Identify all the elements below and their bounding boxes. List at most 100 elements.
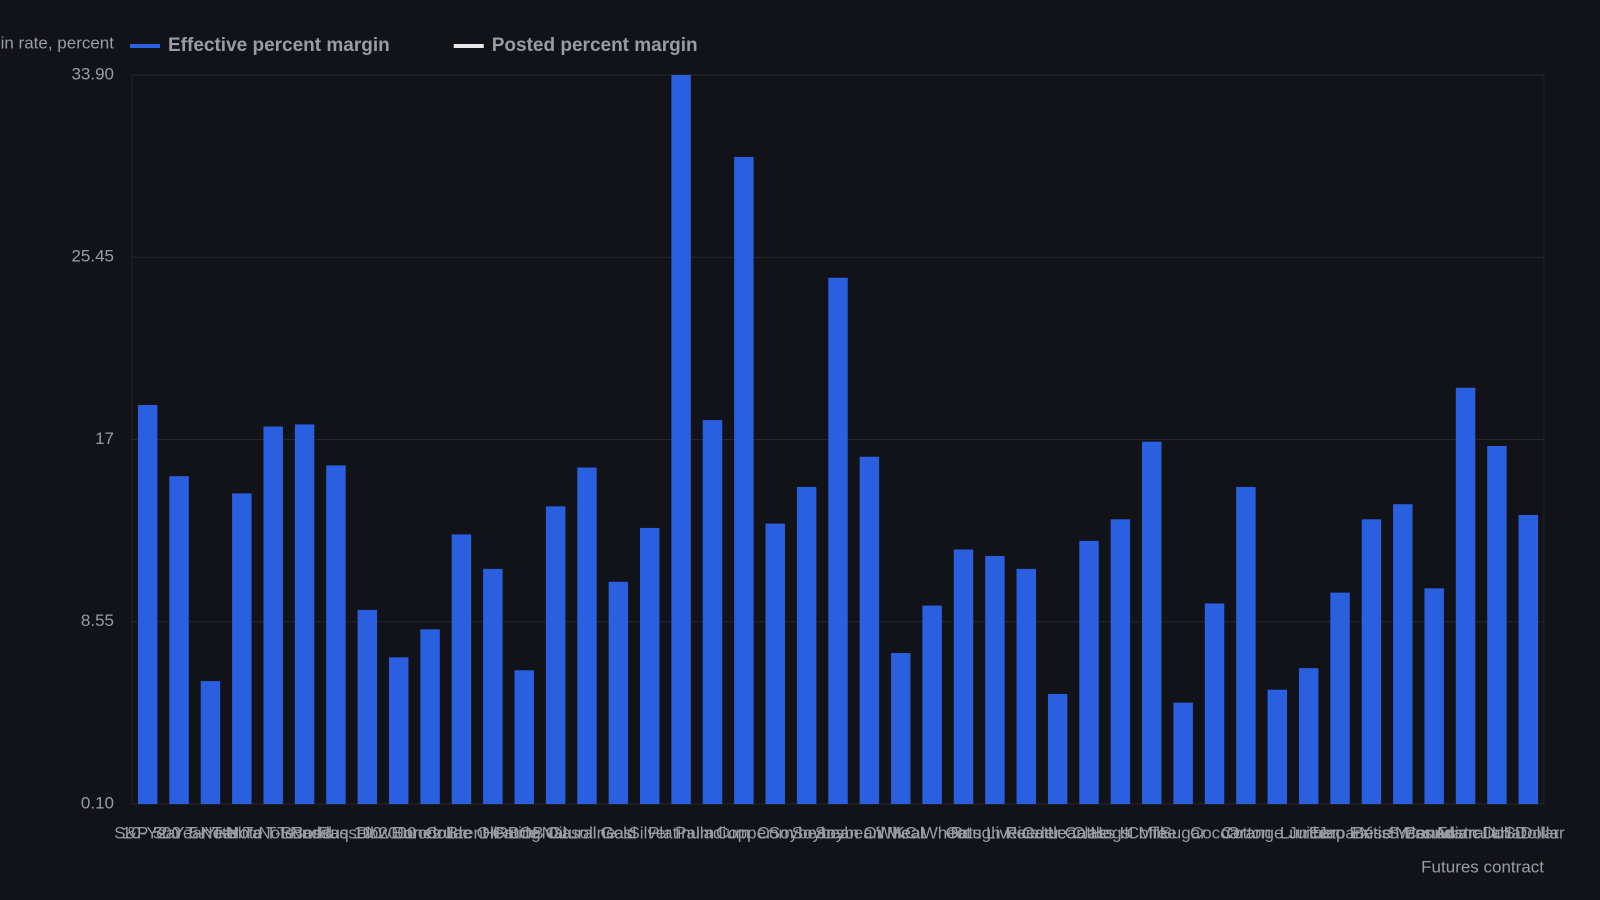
x-tick-label: Corn	[757, 823, 794, 842]
x-tick-label: Soybean Meal	[815, 823, 924, 842]
bar	[1016, 568, 1036, 804]
x-tick-label: Live Cattle	[986, 823, 1066, 842]
bar	[483, 568, 503, 804]
x-tick-label: US Dollar	[1492, 823, 1565, 842]
x-tick-label: RBOB Gasoline	[496, 823, 616, 842]
x-tick-label: Lean Hogs	[1048, 823, 1130, 842]
x-tick-label: Euro FX	[1309, 823, 1371, 842]
bar	[1173, 702, 1193, 804]
x-tick-label: Lumber	[1280, 823, 1338, 842]
x-tick-label: Oats	[946, 823, 982, 842]
bar	[985, 555, 1005, 804]
legend-label: Posted percent margin	[492, 35, 698, 56]
bar	[953, 549, 974, 804]
x-tick-label: Copper	[716, 823, 772, 842]
bar	[1267, 689, 1288, 804]
bar	[577, 467, 597, 804]
bar	[1424, 588, 1444, 804]
bar	[326, 465, 346, 804]
y-tick-label: 8.55	[81, 611, 114, 630]
bar	[294, 424, 315, 804]
x-tick-label: KC Wheat	[893, 823, 971, 842]
bar	[1487, 445, 1507, 804]
bar	[232, 493, 252, 804]
bar	[702, 420, 723, 804]
bar	[200, 681, 221, 804]
x-tick-label: Dow Jones	[357, 823, 441, 842]
y-tick-label: 17	[95, 429, 114, 448]
x-tick-label: Nasdaq 100	[290, 823, 382, 842]
bar	[922, 605, 942, 804]
bar	[640, 527, 660, 804]
x-tick-label: Feeder Cattle	[1006, 823, 1109, 842]
bar	[765, 523, 785, 804]
bar	[514, 670, 534, 804]
x-tick-label: Gold	[600, 823, 636, 842]
x-tick-label: 5-Year T-Note	[189, 823, 294, 842]
bar	[357, 609, 378, 804]
x-tick-label: Rough Rice	[950, 823, 1039, 842]
bar	[137, 404, 158, 804]
x-tick-label: British Pound	[1352, 823, 1453, 842]
x-tick-label: Sugar	[1160, 823, 1206, 842]
bar	[1393, 504, 1413, 804]
bar	[796, 486, 817, 804]
x-tick-label: Class III Milk	[1072, 823, 1169, 842]
x-tick-label: Wheat	[876, 823, 925, 842]
x-tick-label: Swiss Franc	[1388, 823, 1481, 842]
bar	[1047, 694, 1068, 804]
bar	[891, 653, 911, 804]
y-tick-label: 33.90	[71, 64, 114, 83]
x-tick-label: Canadian Dollar	[1405, 823, 1527, 842]
bar	[1079, 540, 1099, 804]
bar	[608, 581, 629, 804]
x-tick-label: Orange Juice	[1227, 823, 1328, 842]
bar	[420, 629, 440, 804]
bar	[263, 426, 283, 804]
x-tick-label: Japanese Yen	[1318, 823, 1425, 842]
bar	[859, 456, 880, 804]
bar	[1330, 592, 1350, 804]
x-tick-label: Australian Dollar	[1435, 823, 1560, 842]
x-tick-label: Coffee	[1127, 823, 1177, 842]
bar	[1518, 514, 1539, 804]
x-tick-label: T-Bond	[277, 823, 332, 842]
bar	[1236, 486, 1256, 804]
y-tick-label: 25.45	[71, 247, 114, 266]
bar	[1455, 387, 1476, 804]
x-tick-label: Platinum	[648, 823, 714, 842]
bar	[451, 534, 472, 804]
x-tick-label: Silver	[628, 823, 671, 842]
bar	[1204, 603, 1225, 804]
x-tick-label: Russell 2000	[318, 823, 416, 842]
x-tick-label: Cotton	[1221, 823, 1271, 842]
x-tick-label: Palladium	[675, 823, 750, 842]
x-tick-label: S&P 500	[114, 823, 181, 842]
x-tick-label: Ultra T-Bond	[226, 823, 321, 842]
bar	[1298, 668, 1319, 804]
x-tick-label: Soybean Oil	[792, 823, 885, 842]
x-tick-label: Cocoa	[1190, 823, 1240, 842]
bar	[734, 156, 754, 805]
x-tick-label: Soybeans	[769, 823, 845, 842]
x-tick-label: 10-Year T-Note	[122, 823, 236, 842]
bar	[1142, 441, 1162, 804]
bar	[828, 277, 848, 805]
x-axis-title: Futures contract	[1421, 857, 1544, 876]
bar	[169, 476, 189, 804]
x-tick-label: Brent Crude	[447, 823, 539, 842]
x-tick-label: 2-Year T-Note	[158, 823, 263, 842]
x-tick-label: Crude Oil	[426, 823, 498, 842]
bar	[671, 75, 691, 804]
bar	[1110, 519, 1131, 804]
bar	[388, 657, 409, 804]
y-axis-title: Margin rate, percent	[0, 33, 114, 52]
legend-label: Effective percent margin	[168, 35, 390, 56]
x-tick-label: Natural Gas	[542, 823, 633, 842]
x-tick-label: Heating Oil	[482, 823, 566, 842]
y-tick-label: 0.10	[81, 793, 114, 812]
x-tick-label: Eurodollar	[391, 823, 469, 842]
bar	[1361, 519, 1382, 804]
bar	[545, 506, 566, 804]
